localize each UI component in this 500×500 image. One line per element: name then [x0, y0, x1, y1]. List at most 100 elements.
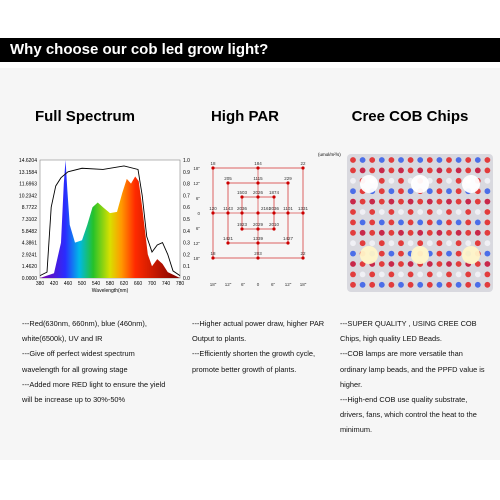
led	[407, 229, 414, 236]
y2-tick-label: 0.9	[183, 170, 190, 176]
led	[417, 281, 424, 288]
led	[455, 219, 462, 226]
par-value: 2010	[269, 222, 280, 227]
led	[484, 198, 491, 205]
led	[350, 250, 356, 257]
led	[398, 281, 404, 288]
banner-title: Why choose our cob led grow light?	[10, 41, 269, 58]
led	[378, 261, 385, 267]
led	[350, 209, 356, 215]
led	[436, 281, 443, 288]
paragraph: ---Added more RED light to ensure the yi…	[22, 379, 166, 405]
par-point	[286, 241, 290, 245]
x-tick-label: 6"	[271, 282, 276, 287]
x-axis-label: Wavelength(nm)	[92, 288, 129, 294]
cob-glow	[462, 246, 480, 264]
y-tick-label: 2.9241	[22, 252, 38, 258]
led	[484, 219, 491, 226]
par-value: 22	[300, 251, 306, 256]
y-tick-label: 12"	[193, 181, 200, 186]
led	[398, 209, 404, 215]
banner: Why choose our cob led grow light?	[0, 38, 500, 62]
par-point	[272, 227, 276, 231]
led	[407, 240, 414, 247]
y-tick-label: 8.7722	[22, 205, 38, 211]
par-value: 18	[210, 251, 216, 256]
led	[388, 281, 395, 288]
y2-tick-label: 0.3	[183, 241, 190, 247]
y-tick-label: 0.0000	[22, 276, 38, 282]
led	[388, 261, 395, 267]
x-tick-label: 420	[50, 281, 59, 287]
led	[474, 157, 481, 163]
led	[369, 240, 376, 247]
led	[369, 219, 376, 226]
led	[474, 261, 481, 267]
led	[350, 188, 356, 195]
led	[378, 209, 385, 215]
led	[484, 229, 491, 236]
led	[388, 157, 395, 163]
led	[455, 157, 462, 163]
x-tick-label: 18"	[210, 282, 217, 287]
led	[474, 229, 481, 236]
cob-board	[347, 154, 493, 292]
par-point	[256, 211, 260, 215]
led	[426, 261, 433, 267]
y-tick-label: 6"	[196, 196, 201, 201]
led	[426, 281, 433, 288]
led	[484, 281, 491, 288]
led	[378, 198, 385, 205]
led	[455, 240, 462, 247]
led	[398, 250, 404, 257]
column-text: ---SUPER QUALITY , USING CREE COB Chips,…	[340, 316, 488, 438]
led	[407, 167, 414, 174]
led	[455, 281, 462, 288]
led	[350, 157, 356, 163]
par-point	[211, 256, 215, 260]
led	[436, 157, 443, 163]
paragraph: ---Give off perfect widest spectrum wave…	[22, 349, 135, 374]
cob-glow	[462, 175, 480, 193]
column-text: ---Red(630nm, 660nm), blue (460nm), whit…	[22, 316, 170, 407]
led	[426, 188, 433, 195]
y-tick-label: 11.6963	[19, 182, 37, 188]
x-tick-label: 580	[106, 281, 115, 287]
led	[484, 167, 491, 174]
led	[446, 177, 452, 184]
y-tick-label: 18"	[193, 256, 200, 261]
y2-tick-label: 0.8	[183, 182, 190, 188]
led	[465, 271, 472, 278]
led	[484, 250, 491, 257]
led	[465, 167, 472, 174]
y2-tick-label: 0.6	[183, 205, 190, 211]
led	[350, 177, 356, 184]
par-value: 184	[254, 161, 262, 166]
led	[388, 177, 395, 184]
led	[436, 167, 443, 174]
led	[388, 188, 395, 195]
unit-label: (umol/m²/s)	[318, 152, 341, 157]
led	[359, 281, 366, 288]
led	[417, 157, 424, 163]
column-heading: Full Spectrum	[34, 108, 135, 125]
led	[369, 271, 376, 278]
par-point	[301, 166, 305, 170]
par-value: 1143	[223, 206, 233, 211]
led	[436, 177, 443, 184]
par-value: 205	[224, 176, 232, 181]
led	[350, 271, 356, 278]
x-tick-label: 460	[64, 281, 73, 287]
led	[436, 271, 443, 278]
cob-glow	[360, 246, 378, 264]
column-heading: Cree COB Chips	[351, 108, 469, 125]
led	[484, 240, 491, 247]
led	[350, 240, 356, 247]
led	[359, 198, 366, 205]
y-tick-label: 13.1584	[19, 170, 37, 176]
y2-tick-label: 1.0	[183, 158, 190, 164]
led	[388, 240, 395, 247]
par-point	[301, 256, 305, 260]
led	[426, 157, 433, 163]
led	[388, 209, 395, 215]
